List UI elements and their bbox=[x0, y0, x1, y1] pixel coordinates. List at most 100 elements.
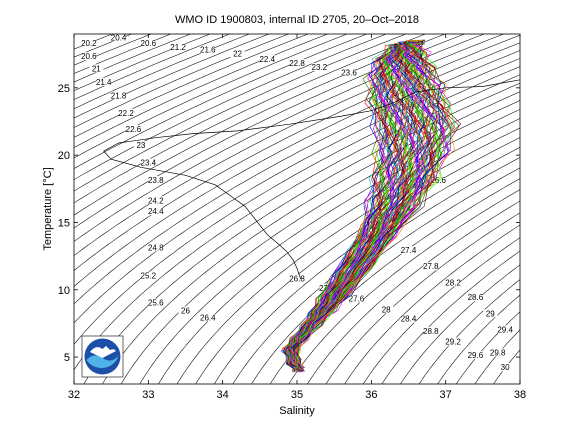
density-contour-19 bbox=[74, 34, 485, 242]
contour-label-bg-11 bbox=[260, 54, 275, 63]
density-contour-46 bbox=[437, 294, 520, 384]
density-contour-22 bbox=[74, 42, 520, 287]
contour-label-bg-8 bbox=[111, 91, 126, 100]
density-contour-48 bbox=[474, 329, 520, 384]
contour-label-25: 26.4 bbox=[200, 313, 216, 322]
noaa-logo: NOAA bbox=[81, 335, 124, 378]
y-tick-label-2: 15 bbox=[58, 217, 70, 229]
density-contour-7 bbox=[74, 34, 250, 110]
contour-label-20: 24.4 bbox=[148, 207, 164, 216]
density-contour-labels: 20.2 20.4 20.6 20.6 21 21.2 21.4 21.6 21.8 22 22.2… bbox=[81, 33, 513, 372]
contour-label-bg-3 bbox=[81, 52, 96, 61]
density-contour-6 bbox=[74, 34, 230, 100]
contour-label-bg-7 bbox=[200, 45, 215, 54]
density-contour-12 bbox=[74, 34, 348, 159]
contour-label-18: 23.8 bbox=[148, 176, 164, 185]
contour-label-bg-37 bbox=[423, 326, 438, 335]
density-contour-17 bbox=[74, 34, 446, 216]
climatology-line bbox=[103, 79, 520, 280]
contour-label-bg-24 bbox=[178, 306, 193, 315]
noaa-logo-text: NOAA bbox=[95, 349, 110, 355]
density-contour-36 bbox=[251, 167, 520, 384]
contour-label-bg-40 bbox=[498, 325, 513, 334]
contour-label-43: 30 bbox=[501, 363, 510, 372]
contour-label-16: 23.4 bbox=[141, 159, 157, 168]
profile-line-39 bbox=[289, 43, 423, 372]
density-contour-16 bbox=[74, 34, 426, 204]
contour-label-1: 20.4 bbox=[111, 33, 127, 42]
contour-label-bg-34 bbox=[446, 278, 461, 287]
x-tick-label-1: 33 bbox=[142, 389, 154, 401]
contour-label-11: 22.4 bbox=[259, 55, 275, 64]
contour-label-31: 27.6 bbox=[349, 295, 365, 304]
profile-line-116 bbox=[292, 42, 452, 371]
contour-label-bg-5 bbox=[171, 42, 186, 51]
density-contour-15 bbox=[74, 34, 407, 192]
contour-label-bg-9 bbox=[230, 49, 245, 58]
contour-label-4: 21 bbox=[92, 64, 101, 73]
density-contour-29 bbox=[120, 100, 520, 384]
contour-label-42: 29.8 bbox=[490, 348, 506, 357]
profile-line-119 bbox=[294, 40, 455, 368]
density-contour-13 bbox=[74, 34, 367, 169]
density-contour-20 bbox=[74, 34, 504, 256]
contour-label-bg-0 bbox=[81, 38, 96, 47]
density-contour-39 bbox=[307, 200, 520, 384]
contour-label-0: 20.2 bbox=[81, 39, 97, 48]
contour-label-38: 29 bbox=[486, 309, 495, 318]
contour-label-bg-13 bbox=[290, 58, 304, 67]
contour-label-bg-42 bbox=[490, 348, 505, 357]
contour-label-37: 28.8 bbox=[423, 327, 439, 336]
x-axis-ticks: 32 33 34 35 36 37 38 bbox=[68, 34, 526, 401]
contour-label-12: 22.6 bbox=[126, 125, 142, 134]
contour-label-23: 25.6 bbox=[148, 299, 164, 308]
contour-label-36: 28.6 bbox=[468, 293, 484, 302]
contour-label-bg-27 bbox=[431, 176, 446, 185]
contour-label-27: 26.6 bbox=[430, 176, 446, 185]
contour-label-bg-4 bbox=[89, 64, 104, 73]
chart-title: WMO ID 1900803, internal ID 2705, 20–Oct… bbox=[175, 14, 419, 26]
contour-label-bg-30 bbox=[401, 246, 416, 255]
y-tick-label-1: 10 bbox=[58, 285, 70, 297]
profile-line-109 bbox=[292, 43, 450, 371]
x-tick-label-4: 36 bbox=[365, 389, 377, 401]
contour-label-15: 23.2 bbox=[312, 63, 328, 72]
profile-line-118 bbox=[292, 41, 461, 368]
density-contour-43 bbox=[381, 250, 520, 384]
profile-line-58 bbox=[292, 40, 425, 371]
density-contour-38 bbox=[288, 189, 520, 384]
density-contour-9 bbox=[74, 34, 289, 128]
x-tick-label-0: 32 bbox=[68, 389, 80, 401]
density-contour-40 bbox=[325, 212, 520, 384]
density-contour-42 bbox=[362, 237, 520, 384]
contour-label-bg-6 bbox=[96, 77, 111, 86]
contour-label-bg-21 bbox=[148, 243, 163, 252]
contour-label-bg-12 bbox=[126, 124, 141, 133]
density-contour-30 bbox=[139, 109, 520, 384]
density-contour-41 bbox=[344, 224, 520, 384]
contour-label-bg-36 bbox=[468, 293, 483, 302]
density-contour-25 bbox=[74, 66, 520, 345]
profile-lines bbox=[280, 39, 461, 373]
contour-label-bg-41 bbox=[468, 351, 483, 360]
density-contour-26 bbox=[74, 74, 520, 371]
density-contour-28 bbox=[102, 91, 520, 384]
contour-label-7: 21.6 bbox=[200, 46, 216, 55]
contour-label-30: 27.4 bbox=[401, 246, 417, 255]
contour-label-40: 29.4 bbox=[497, 326, 513, 335]
x-tick-label-5: 37 bbox=[440, 389, 452, 401]
contour-label-35: 28.4 bbox=[401, 315, 417, 324]
contour-label-32: 27.8 bbox=[423, 262, 439, 271]
contour-label-bg-2 bbox=[141, 38, 156, 47]
density-contour-44 bbox=[400, 264, 520, 384]
contour-label-10: 22.2 bbox=[118, 109, 134, 118]
contour-label-bg-31 bbox=[349, 294, 364, 303]
profile-line-106 bbox=[296, 39, 450, 369]
contour-label-bg-17 bbox=[342, 68, 357, 77]
contour-label-bg-26 bbox=[290, 274, 304, 283]
contour-label-bg-15 bbox=[312, 63, 327, 71]
x-tick-label-6: 38 bbox=[514, 389, 526, 401]
contour-label-bg-16 bbox=[141, 158, 156, 167]
contour-label-bg-20 bbox=[148, 207, 163, 216]
